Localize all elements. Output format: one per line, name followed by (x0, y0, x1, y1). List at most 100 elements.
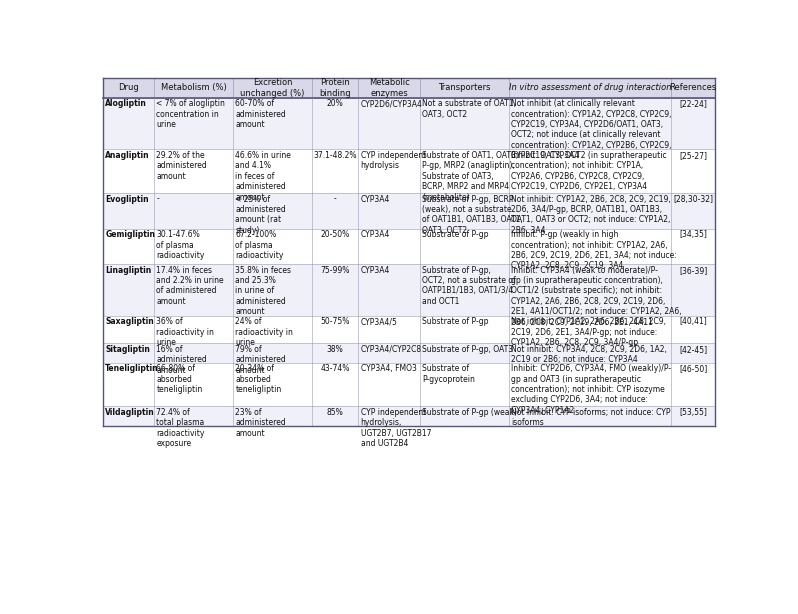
Text: 38%: 38% (326, 345, 343, 354)
Bar (233, 228, 312, 264)
Text: Sitagliptin: Sitagliptin (105, 345, 150, 354)
Bar (508, 363, 671, 406)
Bar (420, 343, 508, 363)
Bar (233, 406, 312, 426)
Text: [36-39]: [36-39] (679, 266, 707, 274)
Bar (154, 193, 233, 228)
Text: [53,55]: [53,55] (679, 408, 707, 417)
Text: Not inhibit: CYP1A2, 2B6, 2C8, 2C9, 2C19,
2D6, 3A4/P-gp, BCRP, OAT1B1, OAT1B3,
O: Not inhibit: CYP1A2, 2B6, 2C8, 2C9, 2C19… (511, 195, 671, 235)
Bar (671, 79, 715, 98)
Bar (671, 264, 715, 316)
Text: CYP3A4: CYP3A4 (361, 195, 390, 204)
Bar (671, 363, 715, 406)
Text: Inhibit: CYP2D6, CYP3A4, FMO (weakly)/P-
gp and OAT3 (in supratherapeutic
concen: Inhibit: CYP2D6, CYP3A4, FMO (weakly)/P-… (511, 364, 671, 415)
Bar (358, 193, 420, 228)
Bar (103, 193, 154, 228)
Text: Transporters: Transporters (438, 84, 491, 93)
Bar (312, 343, 358, 363)
Bar (671, 316, 715, 343)
Text: Saxagliptin: Saxagliptin (105, 317, 154, 327)
Bar (358, 264, 420, 316)
Bar (103, 228, 154, 264)
Text: Not inhibit: CYP isoforms; not induce: CYP
isoforms: Not inhibit: CYP isoforms; not induce: C… (511, 408, 670, 427)
Bar (312, 228, 358, 264)
Bar (420, 79, 508, 98)
Text: Substrate of P-gp: Substrate of P-gp (422, 230, 488, 239)
Bar (312, 193, 358, 228)
Text: Metabolic
enzymes: Metabolic enzymes (369, 78, 409, 98)
Bar (671, 343, 715, 363)
Text: 46.6% in urine
and 4.1%
in feces of
administered
amount: 46.6% in urine and 4.1% in feces of admi… (235, 151, 291, 201)
Text: [22-24]: [22-24] (679, 99, 707, 108)
Text: CYP independent
hydrolysis,
UGT2B7, UGT2B17
and UGT2B4: CYP independent hydrolysis, UGT2B7, UGT2… (361, 408, 431, 448)
Bar (103, 149, 715, 193)
Text: 20-34% of
absorbed
teneligliptin: 20-34% of absorbed teneligliptin (235, 364, 282, 394)
Bar (358, 343, 420, 363)
Text: < 25% of
administered
amount (rat
study): < 25% of administered amount (rat study) (235, 195, 286, 235)
Bar (103, 316, 715, 343)
Bar (508, 193, 671, 228)
Text: 85%: 85% (326, 408, 343, 417)
Bar (358, 363, 420, 406)
Text: [25-27]: [25-27] (679, 151, 707, 160)
Bar (103, 264, 715, 316)
Text: Substrate of OAT1, OAT3,
P-gp, MRP2 (anagliptin),
Substrate of OAT3,
BCRP, MRP2 : Substrate of OAT1, OAT3, P-gp, MRP2 (ana… (422, 151, 519, 201)
Bar (103, 79, 154, 98)
Bar (508, 406, 671, 426)
Bar (154, 98, 233, 149)
Text: Inhibit: P-gp (weakly in high
concentration); not inhibit: CYP1A2, 2A6,
2B6, 2C9: Inhibit: P-gp (weakly in high concentrat… (511, 230, 677, 270)
Text: 30.1-47.6%
of plasma
radioactivity: 30.1-47.6% of plasma radioactivity (156, 230, 204, 260)
Text: Teneligliptin: Teneligliptin (105, 364, 159, 373)
Bar (420, 363, 508, 406)
Text: CYP3A4/5: CYP3A4/5 (361, 317, 397, 327)
Bar (233, 98, 312, 149)
Bar (103, 98, 154, 149)
Bar (671, 228, 715, 264)
Bar (312, 98, 358, 149)
Bar (103, 406, 715, 426)
Text: [28,30-32]: [28,30-32] (673, 195, 713, 204)
Text: CYP3A4/CYP2C8: CYP3A4/CYP2C8 (361, 345, 421, 354)
Text: 29.2% of the
administered
amount: 29.2% of the administered amount (156, 151, 207, 181)
Text: 43-74%: 43-74% (321, 364, 350, 373)
Text: Not a substrate of OAT1,
OAT3, OCT2: Not a substrate of OAT1, OAT3, OCT2 (422, 99, 516, 119)
Bar (154, 343, 233, 363)
Text: Metabolism (%): Metabolism (%) (160, 84, 227, 93)
Bar (154, 228, 233, 264)
Bar (508, 149, 671, 193)
Bar (103, 363, 154, 406)
Text: 20-50%: 20-50% (321, 230, 350, 239)
Text: CYP3A4: CYP3A4 (361, 266, 390, 274)
Bar (103, 343, 715, 363)
Text: Substrate of P-gp, OAT3: Substrate of P-gp, OAT3 (422, 345, 513, 354)
Text: Linagliptin: Linagliptin (105, 266, 152, 274)
Bar (312, 316, 358, 343)
Bar (233, 193, 312, 228)
Bar (103, 149, 154, 193)
Bar (508, 98, 671, 149)
Text: -: - (156, 195, 159, 204)
Text: Substrate of P-gp: Substrate of P-gp (422, 317, 488, 327)
Bar (358, 228, 420, 264)
Text: Evogliptin: Evogliptin (105, 195, 148, 204)
Text: In vitro assessment of drug interaction: In vitro assessment of drug interaction (508, 84, 671, 93)
Bar (312, 79, 358, 98)
Text: [34,35]: [34,35] (679, 230, 707, 239)
Bar (103, 406, 154, 426)
Text: Excretion
unchanged (%): Excretion unchanged (%) (240, 78, 305, 98)
Text: 20%: 20% (326, 99, 343, 108)
Bar (420, 264, 508, 316)
Bar (154, 79, 233, 98)
Text: < 7% of alogliptin
concentration in
urine: < 7% of alogliptin concentration in urin… (156, 99, 225, 129)
Bar (358, 98, 420, 149)
Text: CYP3A4, FMO3: CYP3A4, FMO3 (361, 364, 417, 373)
Bar (103, 264, 154, 316)
Text: CYP2D6/CYP3A4: CYP2D6/CYP3A4 (361, 99, 422, 108)
Text: [40,41]: [40,41] (679, 317, 707, 327)
Bar (233, 79, 312, 98)
Text: Gemigliptin: Gemigliptin (105, 230, 155, 239)
Text: Substrate of
P-gycoprotein: Substrate of P-gycoprotein (422, 364, 475, 384)
Bar (233, 363, 312, 406)
Bar (358, 406, 420, 426)
Bar (154, 264, 233, 316)
